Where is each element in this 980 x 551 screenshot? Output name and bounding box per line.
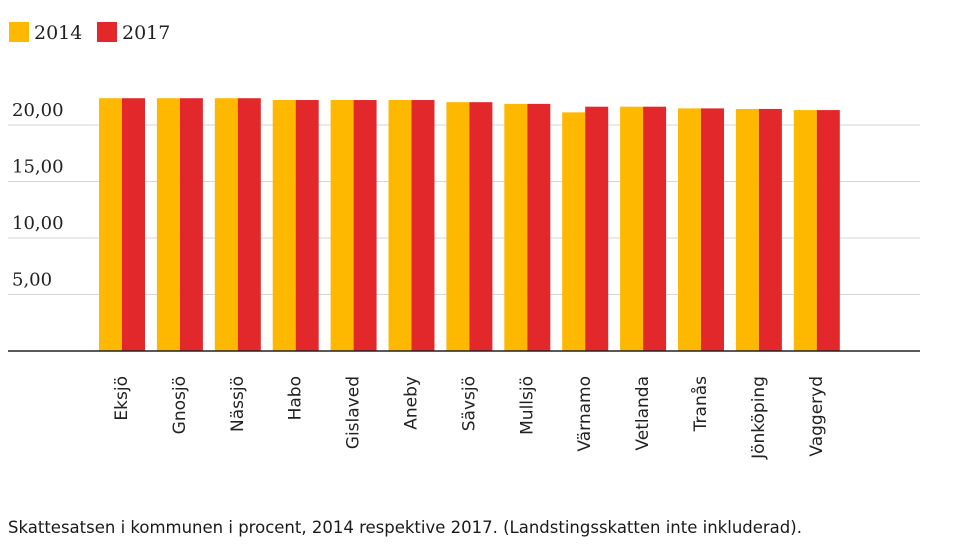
x-tick-label-eksjo: Eksjö	[112, 376, 132, 421]
x-tick-label-gnosjo: Gnosjö	[170, 376, 190, 434]
y-tick-label-20-00: 20,00	[12, 100, 64, 121]
x-tick-label-mullsjo: Mullsjö	[517, 376, 537, 435]
bar-vetlanda-2014	[620, 106, 644, 351]
bar-vaggeryd-2014	[793, 110, 817, 351]
bars	[99, 98, 840, 352]
bar-vaggeryd-2017	[816, 110, 840, 351]
x-tick-label-vetlanda: Vetlanda	[633, 376, 653, 451]
bar-jonkoping-2017	[758, 108, 782, 351]
y-tick-label-10-00: 10,00	[12, 213, 64, 234]
x-tick-label-nassjo: Nässjö	[228, 376, 248, 432]
bar-aneby-2017	[411, 100, 435, 351]
bar-gnosjo-2014	[156, 98, 180, 352]
bar-tranas-2017	[701, 108, 724, 351]
x-tick-label-vaggeryd: Vaggeryd	[807, 376, 827, 457]
x-tick-label-savsjo: Sävsjö	[459, 376, 479, 431]
bar-nassjo-2014	[214, 98, 238, 352]
bar-nassjo-2017	[237, 98, 261, 352]
bar-aneby-2014	[388, 100, 412, 351]
chart-caption: Skattesatsen i kommunen i procent, 2014 …	[8, 518, 802, 537]
bar-eksjo-2017	[122, 98, 145, 352]
bar-tranas-2014	[678, 108, 701, 351]
bar-varnamo-2014	[562, 112, 586, 352]
x-axis-labels: Eksjö Gnosjö Nässjö Habo Gislaved Aneby Sävsjö…	[112, 376, 827, 460]
x-tick-label-gislaved: Gislaved	[344, 376, 364, 449]
bar-savsjo-2017	[469, 102, 493, 351]
bar-gnosjo-2017	[179, 98, 203, 352]
bar-habo-2014	[272, 100, 296, 351]
bar-vetlanda-2017	[643, 106, 667, 351]
legend-swatch-2017	[97, 22, 117, 42]
x-tick-label-aneby: Aneby	[402, 376, 422, 430]
bar-gislaved-2014	[330, 100, 354, 351]
bar-mullsjo-2017	[527, 103, 551, 351]
bar-mullsjo-2014	[504, 103, 528, 351]
x-tick-label-tranas: Tranås	[690, 376, 711, 432]
bar-eksjo-2014	[99, 98, 122, 352]
legend-label-2014: 2014	[34, 22, 82, 44]
bar-jonkoping-2014	[735, 108, 759, 351]
y-tick-label-15-00: 15,00	[12, 157, 64, 178]
x-tick-label-varnamo: Värnamo	[575, 376, 595, 452]
y-tick-label-5-00: 5,00	[12, 270, 52, 291]
bar-habo-2017	[295, 100, 319, 351]
legend-swatch-2014	[9, 22, 29, 42]
x-tick-label-habo: Habo	[286, 376, 306, 420]
bar-savsjo-2014	[446, 102, 470, 351]
x-tick-label-jonkoping: Jönköping	[749, 376, 769, 460]
y-axis-ticks: 5,00 10,00 15,00 20,00	[12, 100, 64, 291]
bar-gislaved-2017	[353, 100, 377, 351]
legend-label-2017: 2017	[122, 22, 170, 44]
legend: 2014 2017	[9, 22, 170, 44]
bar-varnamo-2017	[585, 106, 609, 351]
